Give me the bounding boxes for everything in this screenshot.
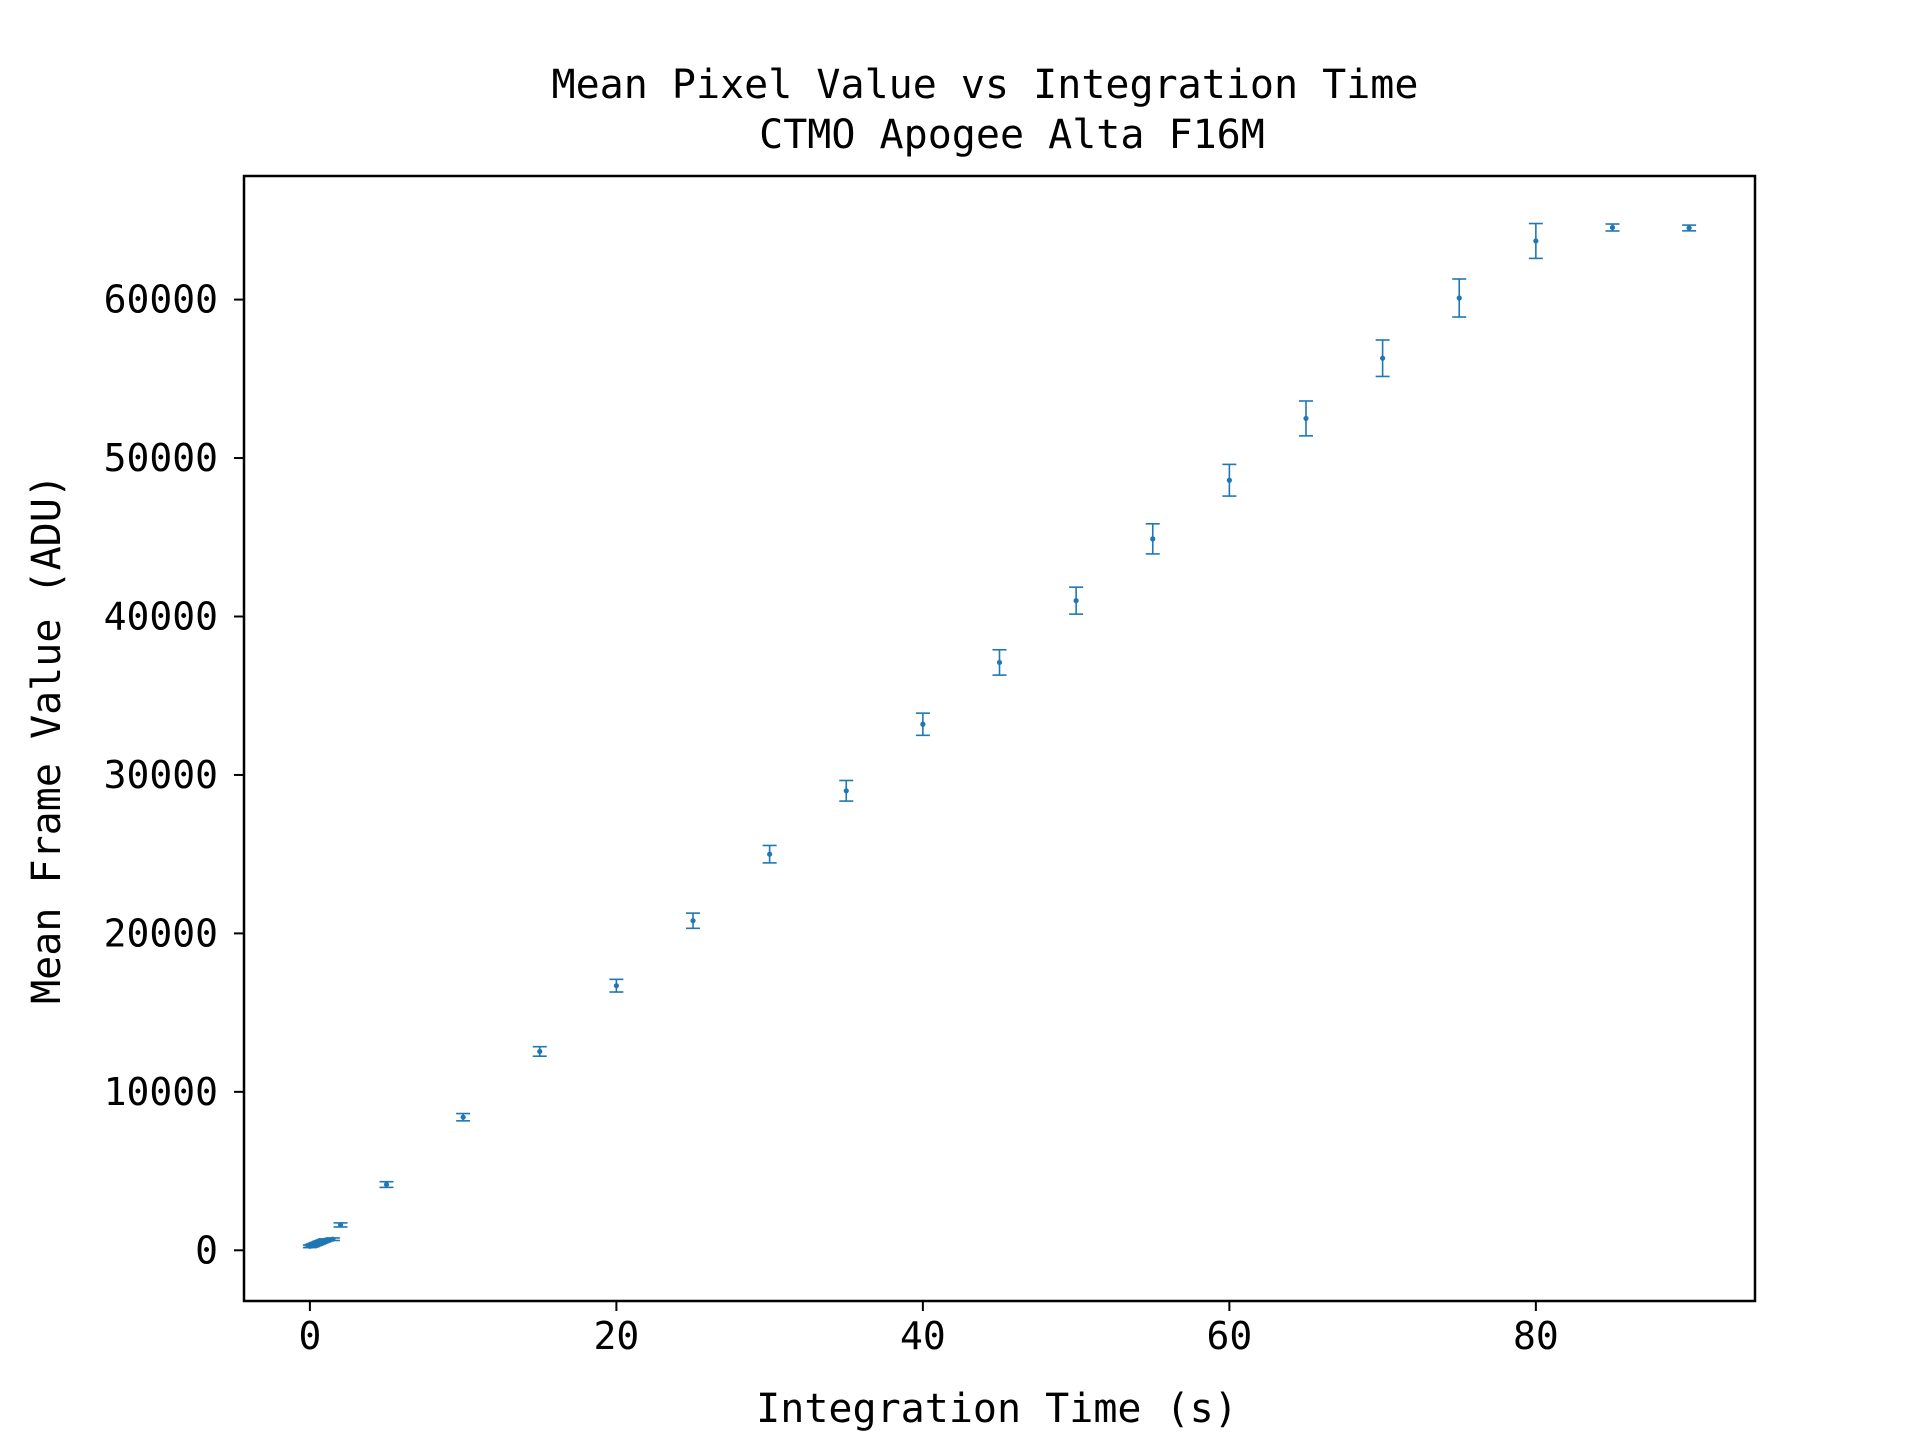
marker <box>537 1048 543 1055</box>
data-point <box>762 844 777 864</box>
chart-subtitle: CTMO Apogee Alta F16M <box>759 112 1265 158</box>
data-point <box>839 779 854 802</box>
data-point <box>318 1237 333 1243</box>
marker <box>1456 295 1462 301</box>
data-point <box>686 912 701 930</box>
marker <box>460 1114 466 1120</box>
marker <box>330 1236 336 1242</box>
data-point <box>456 1112 471 1122</box>
marker <box>1303 415 1309 422</box>
y-tick-label: 10000 <box>104 1070 218 1114</box>
data-point <box>609 978 624 993</box>
y-tick-label: 0 <box>195 1228 218 1272</box>
x-axis-label: Integration Time (s) <box>756 1386 1238 1432</box>
chart-title: Mean Pixel Value vs Integration Time <box>552 62 1419 108</box>
data-point <box>1605 223 1620 232</box>
marker <box>337 1222 344 1228</box>
marker <box>383 1181 390 1188</box>
y-tick-label: 40000 <box>104 594 218 638</box>
plot-area-frame <box>242 174 1757 1303</box>
y-axis-label: Mean Frame Value (ADU) <box>24 474 70 1004</box>
marker <box>1686 225 1692 231</box>
marker <box>1073 598 1079 604</box>
marker <box>920 721 926 727</box>
x-tick-label: 80 <box>1513 1314 1559 1358</box>
data-point <box>379 1180 394 1189</box>
x-tick-label: 60 <box>1206 1314 1252 1358</box>
axis-ticks: 0 20 40 60 80 0 10000 20000 30000 40000 50000 60000 <box>104 278 1559 1358</box>
marker <box>322 1237 328 1243</box>
y-tick-label: 50000 <box>104 436 218 480</box>
marker <box>1226 477 1232 483</box>
data-point <box>1375 339 1390 378</box>
data-point <box>1682 224 1697 232</box>
data-point <box>333 1222 348 1228</box>
x-tick-label: 20 <box>594 1314 640 1358</box>
marker <box>613 983 619 989</box>
y-tick-label: 30000 <box>104 753 218 797</box>
y-tick-label: 60000 <box>104 278 218 322</box>
data-point <box>915 712 930 737</box>
y-tick-label: 20000 <box>104 911 218 955</box>
data-marks <box>302 222 1697 1249</box>
marker <box>1533 238 1539 244</box>
x-tick-label: 40 <box>900 1314 946 1358</box>
marker <box>767 851 773 857</box>
data-point <box>992 648 1007 676</box>
data-point <box>1528 222 1543 260</box>
x-tick-label: 0 <box>298 1314 321 1358</box>
data-point <box>325 1236 340 1242</box>
data-point <box>1145 522 1160 555</box>
marker <box>1380 355 1386 361</box>
marker <box>1609 224 1616 231</box>
data-point <box>1298 400 1313 437</box>
marker <box>690 918 696 924</box>
marker <box>996 659 1003 666</box>
marker <box>1150 536 1156 542</box>
data-point <box>532 1045 547 1057</box>
data-point <box>1452 278 1467 318</box>
data-point <box>1069 586 1084 615</box>
marker <box>843 788 849 794</box>
data-point <box>1222 463 1237 497</box>
